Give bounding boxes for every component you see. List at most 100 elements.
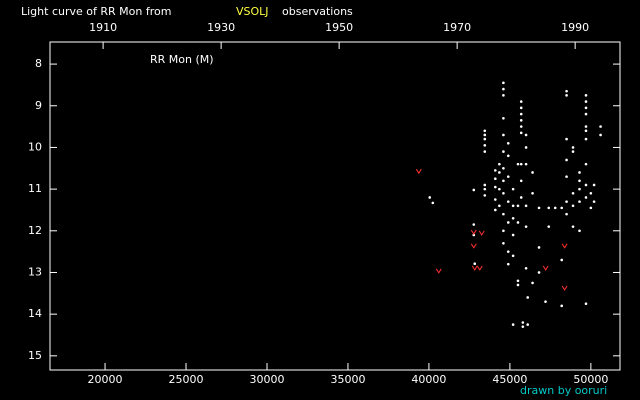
x2-tick-label: 1970 <box>443 21 471 34</box>
observation-point <box>553 206 557 210</box>
observation-point <box>506 221 510 224</box>
observation-point <box>511 216 515 220</box>
observation-point <box>565 94 568 97</box>
x-tick-label: 30000 <box>249 373 284 386</box>
x2-tick-label: 1930 <box>207 21 235 34</box>
observation-point <box>516 221 520 224</box>
observation-point <box>473 262 477 266</box>
observation-point <box>483 137 487 141</box>
observation-point <box>524 204 528 208</box>
observation-point <box>502 133 505 137</box>
observation-point <box>565 158 568 162</box>
x2-tick-label: 1950 <box>325 21 353 34</box>
observation-point <box>560 206 564 210</box>
observation-point <box>524 146 528 149</box>
observation-point <box>483 150 487 153</box>
observation-point <box>483 187 487 191</box>
y-tick-label: 14 <box>28 307 42 320</box>
observation-point <box>502 150 505 153</box>
observation-point <box>526 323 529 326</box>
observation-point <box>431 201 435 205</box>
observation-point <box>547 206 551 210</box>
observation-point <box>502 81 505 85</box>
limit-marker <box>435 268 442 274</box>
observation-point <box>519 100 523 103</box>
observation-point <box>502 116 505 120</box>
observation-point <box>511 254 515 258</box>
x-tick-label: 20000 <box>88 373 123 386</box>
observation-point <box>560 258 564 262</box>
observation-point <box>511 204 515 208</box>
observation-point <box>498 204 501 208</box>
observation-point <box>584 137 588 141</box>
observation-point <box>483 133 487 137</box>
observation-point <box>565 89 568 93</box>
observation-point <box>502 212 505 216</box>
observation-point <box>519 106 523 110</box>
observation-point <box>571 146 575 149</box>
observation-point <box>565 212 568 216</box>
observation-point <box>531 191 534 195</box>
observation-point <box>516 279 520 283</box>
observation-point <box>531 171 534 174</box>
observation-point <box>506 175 510 178</box>
observation-point <box>537 246 541 249</box>
observation-point <box>584 302 588 306</box>
observation-point <box>498 187 501 191</box>
chart-title: Light curve of RR Mon from <box>21 5 171 18</box>
observation-point <box>524 267 528 270</box>
observation-point <box>565 137 568 141</box>
observation-point <box>472 223 476 226</box>
observation-point <box>483 129 487 133</box>
observation-point <box>524 225 528 228</box>
x2-tick-label: 1910 <box>89 21 117 34</box>
observation-point <box>502 242 505 245</box>
observation-point <box>519 112 523 116</box>
observation-point <box>560 304 564 308</box>
observation-point <box>599 133 602 137</box>
observation-point <box>578 200 581 203</box>
observation-point <box>571 204 575 208</box>
star-label: RR Mon (M) <box>150 53 214 66</box>
observation-point <box>524 133 528 137</box>
observation-point <box>584 94 588 97</box>
observation-point <box>498 171 501 174</box>
observation-point <box>494 169 497 172</box>
observation-point <box>506 250 510 253</box>
observation-point <box>584 100 588 103</box>
credit: drawn by ooruri <box>520 384 607 397</box>
observation-point <box>516 162 520 166</box>
observation-point <box>578 179 581 183</box>
observation-point <box>511 323 515 326</box>
chart-title-highlight: VSOLJ <box>236 5 269 18</box>
observation-point <box>511 233 515 237</box>
observation-point <box>483 144 487 147</box>
observation-point <box>521 325 525 328</box>
observation-point <box>498 162 501 166</box>
observation-point <box>584 162 588 166</box>
y-tick-label: 15 <box>28 349 42 362</box>
observation-point <box>472 188 476 192</box>
observation-point <box>537 271 541 274</box>
observation-point <box>547 225 551 228</box>
x2-tick-label: 1990 <box>561 21 589 34</box>
observation-point <box>506 154 510 158</box>
observation-point <box>537 206 541 210</box>
x-tick-label: 25000 <box>169 373 204 386</box>
observation-point <box>506 262 510 266</box>
observation-point <box>584 129 588 133</box>
observation-point <box>584 106 588 110</box>
observation-point <box>428 196 432 199</box>
y-tick-label: 12 <box>28 224 42 237</box>
limit-marker <box>470 243 477 249</box>
observation-point <box>571 225 575 228</box>
observation-point <box>519 162 523 166</box>
observation-point <box>519 119 523 122</box>
observation-point <box>592 183 596 187</box>
observation-point <box>519 131 523 135</box>
observation-point <box>502 94 505 97</box>
observation-point <box>502 166 505 170</box>
observation-point <box>502 87 505 91</box>
observation-point <box>521 321 525 324</box>
y-tick-label: 10 <box>28 140 42 153</box>
